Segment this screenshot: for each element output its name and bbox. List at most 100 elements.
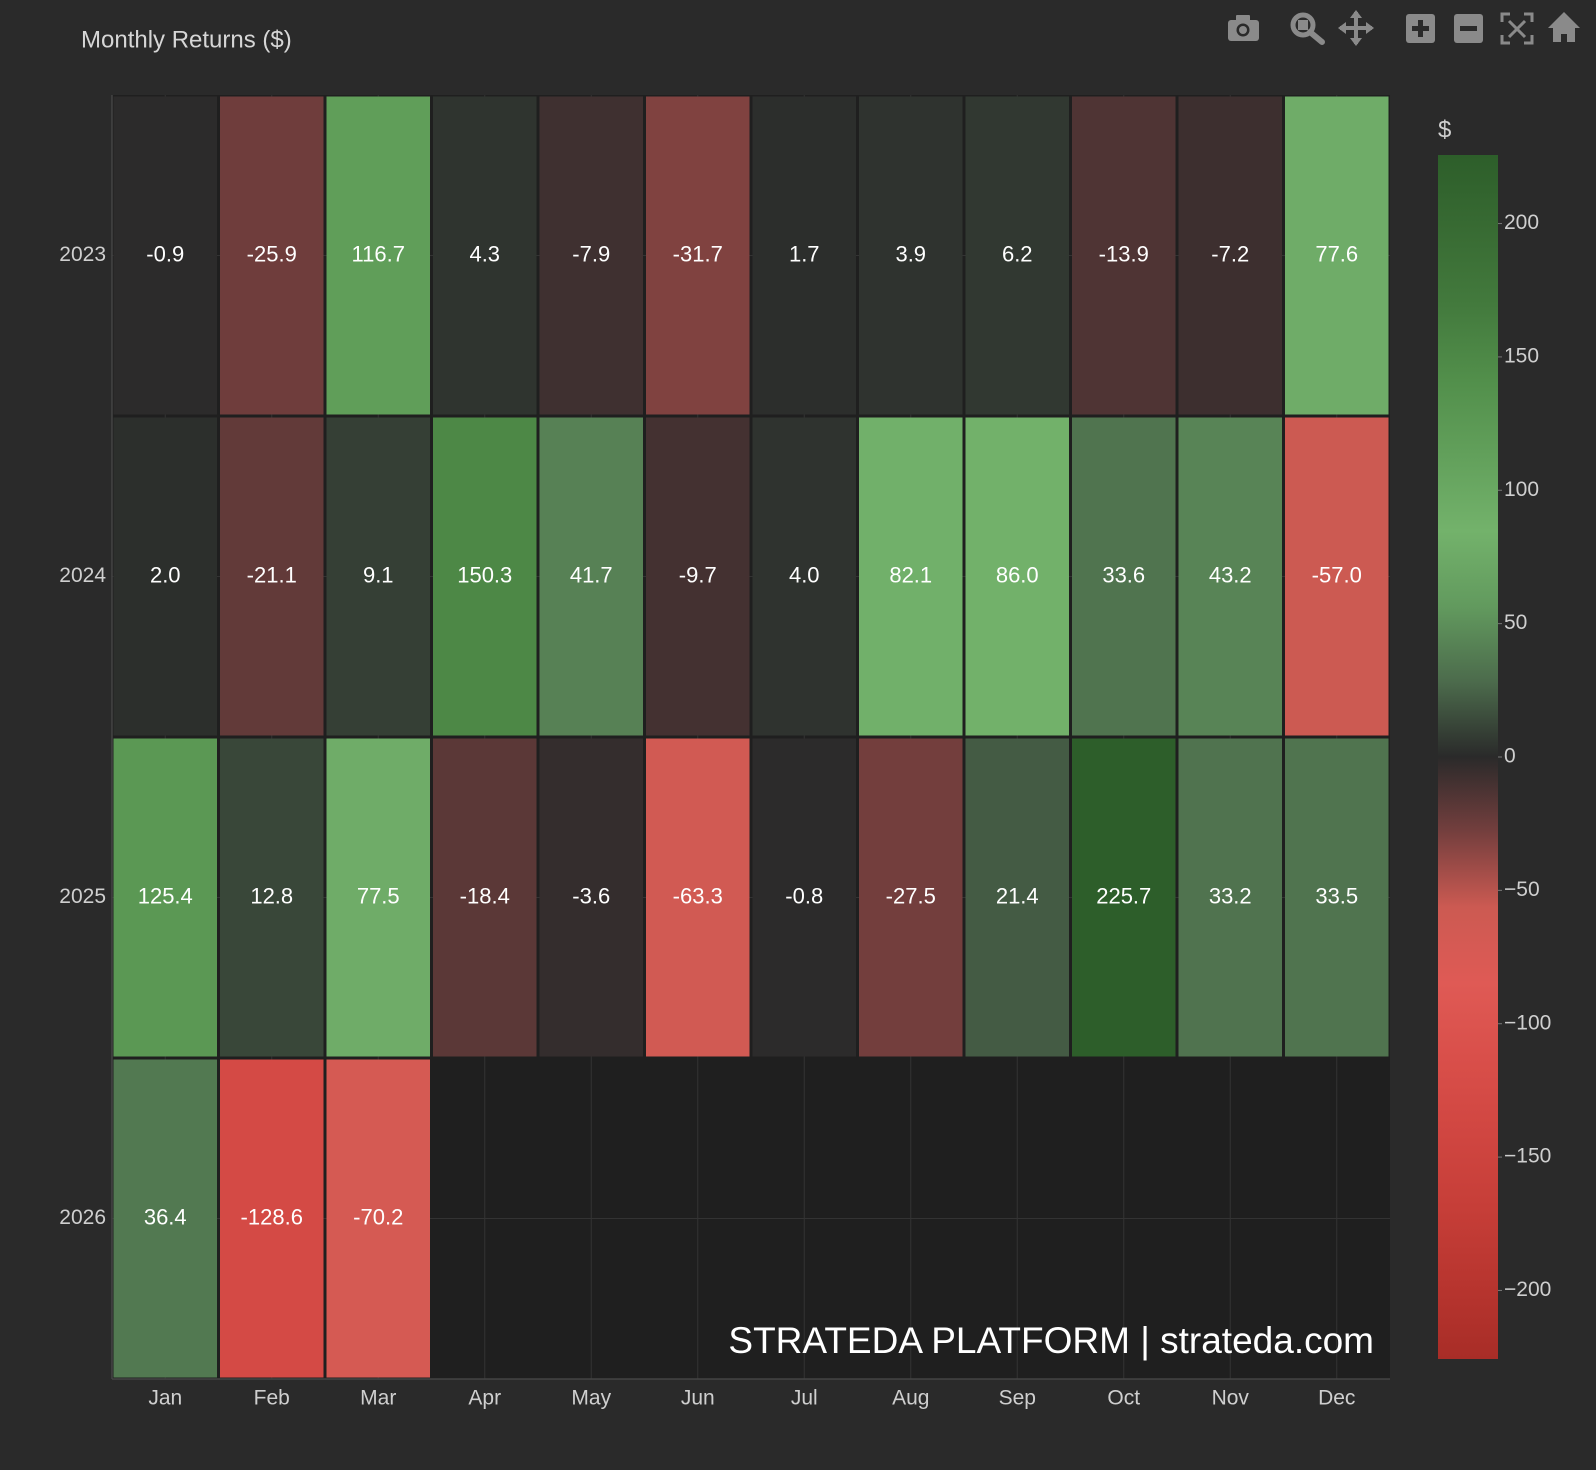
cell-label: -9.7	[679, 562, 717, 587]
heatmap-cell	[220, 96, 324, 415]
cell-label: -0.8	[785, 883, 823, 908]
cell-label: -7.2	[1211, 241, 1249, 266]
pan-button[interactable]	[1338, 10, 1374, 46]
home-button[interactable]	[1548, 12, 1580, 42]
cell-label: 6.2	[1002, 241, 1033, 266]
heatmap-cell	[1285, 417, 1389, 736]
cell-label: -128.6	[241, 1204, 303, 1229]
autoscale-button[interactable]	[1500, 12, 1534, 45]
camera-button[interactable]	[1228, 15, 1259, 41]
cell-label: 77.5	[357, 883, 400, 908]
cell-label: -0.9	[146, 241, 184, 266]
heatmap-cell	[646, 96, 750, 415]
y-tick-label: 2025	[59, 885, 106, 908]
x-tick-label: Nov	[1212, 1387, 1250, 1410]
heatmap-cell	[113, 738, 217, 1057]
cell-label: 4.3	[469, 241, 500, 266]
cell-label: -70.2	[353, 1204, 403, 1229]
heatmap-cell	[113, 1059, 217, 1378]
cell-label: -57.0	[1312, 562, 1362, 587]
heatmap-cell	[1178, 96, 1282, 415]
x-tick-label: May	[571, 1387, 611, 1410]
cell-label: -18.4	[460, 883, 510, 908]
heatmap-cell	[433, 417, 537, 736]
heatmap-cell	[326, 738, 430, 1057]
cell-label: 41.7	[570, 562, 613, 587]
x-tick-label: Aug	[892, 1387, 929, 1410]
cell-label: 82.1	[889, 562, 932, 587]
x-tick-label: Oct	[1107, 1387, 1140, 1410]
x-tick-label: Apr	[468, 1387, 501, 1410]
y-tick-label: 2026	[59, 1206, 106, 1229]
heatmap-cell	[433, 96, 537, 415]
cell-label: -13.9	[1099, 241, 1149, 266]
zoom-out-button[interactable]	[1454, 14, 1483, 43]
colorbar-tick-label: −200	[1504, 1278, 1551, 1301]
zoom-button[interactable]	[1290, 12, 1325, 45]
heatmap-cell	[113, 96, 217, 415]
watermark: STRATEDA PLATFORM | strateda.com	[728, 1320, 1374, 1361]
cell-label: 1.7	[789, 241, 820, 266]
heatmap-cell	[539, 417, 643, 736]
cell-label: 33.6	[1102, 562, 1145, 587]
cell-label: 3.9	[895, 241, 926, 266]
zoom-in-button[interactable]	[1406, 14, 1435, 43]
cell-label: -31.7	[673, 241, 723, 266]
heatmap-cell	[220, 738, 324, 1057]
colorbar	[1438, 155, 1498, 1359]
cell-label: 125.4	[138, 883, 193, 908]
cell-label: 33.5	[1315, 883, 1358, 908]
cell-label: 2.0	[150, 562, 181, 587]
heatmap-cell	[752, 417, 856, 736]
cell-label: -27.5	[886, 883, 936, 908]
heatmap-cell	[1178, 738, 1282, 1057]
cell-label: 33.2	[1209, 883, 1252, 908]
cell-label: 4.0	[789, 562, 820, 587]
cell-label: 12.8	[250, 883, 293, 908]
colorbar-tick-label: −50	[1504, 878, 1540, 901]
heatmap-cell	[965, 417, 1069, 736]
cell-label: 9.1	[363, 562, 394, 587]
heatmap-cell	[539, 96, 643, 415]
heatmap-cell	[965, 96, 1069, 415]
heatmap-cell	[539, 738, 643, 1057]
heatmap-cell	[220, 417, 324, 736]
cell-label: 36.4	[144, 1204, 187, 1229]
heatmap-cell	[220, 1059, 324, 1378]
heatmap-cell	[1178, 417, 1282, 736]
heatmap-cell	[113, 417, 217, 736]
heatmap-cell	[1072, 417, 1176, 736]
heatmap-cell	[859, 96, 963, 415]
cell-label: -21.1	[247, 562, 297, 587]
chart-title: Monthly Returns ($)	[81, 26, 292, 53]
heatmap-cell	[326, 417, 430, 736]
heatmap-cell	[859, 417, 963, 736]
colorbar-title: $	[1438, 116, 1451, 143]
cell-label: 43.2	[1209, 562, 1252, 587]
heatmap-cell	[1072, 738, 1176, 1057]
x-tick-label: Dec	[1318, 1387, 1355, 1410]
x-tick-label: Sep	[999, 1387, 1036, 1410]
x-tick-label: Mar	[360, 1387, 396, 1410]
heatmap-cell	[752, 96, 856, 415]
cell-label: 225.7	[1096, 883, 1151, 908]
cell-label: -63.3	[673, 883, 723, 908]
colorbar-tick-label: −100	[1504, 1011, 1551, 1034]
cell-label: 77.6	[1315, 241, 1358, 266]
cell-label: -7.9	[572, 241, 610, 266]
cell-label: -3.6	[572, 883, 610, 908]
colorbar-tick-label: 100	[1504, 478, 1539, 501]
cell-label: 86.0	[996, 562, 1039, 587]
colorbar-tick-label: 150	[1504, 344, 1539, 367]
cell-label: 150.3	[457, 562, 512, 587]
heatmap-cell	[326, 1059, 430, 1378]
toolbar	[1228, 10, 1580, 46]
colorbar-tick-label: 200	[1504, 211, 1539, 234]
heatmap-cell	[433, 738, 537, 1057]
y-tick-label: 2024	[59, 564, 106, 587]
heatmap-cell	[1072, 96, 1176, 415]
colorbar-tick-label: 0	[1504, 745, 1516, 768]
heatmap-cell	[326, 96, 430, 415]
